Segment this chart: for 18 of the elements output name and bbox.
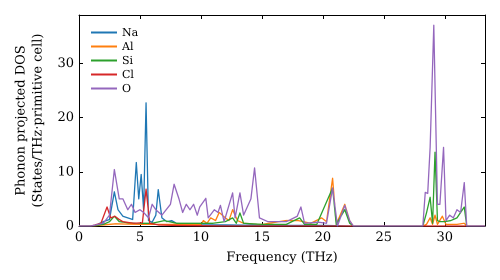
- x-tick-label: 0: [74, 230, 84, 245]
- x-axis-title: Frequency (THz): [226, 250, 338, 265]
- legend-label: Si: [122, 54, 134, 67]
- x-tick-label: 5: [136, 230, 144, 245]
- legend-label: Al: [121, 40, 134, 53]
- legend-label: Na: [122, 26, 139, 39]
- x-tick-label: 20: [314, 230, 332, 245]
- x-tick-label: 30: [436, 230, 454, 245]
- y-tick-label: 30: [57, 56, 74, 71]
- y-tick-label: 20: [57, 110, 74, 126]
- x-tick-label: 25: [376, 230, 392, 245]
- legend-label: Cl: [122, 68, 134, 81]
- legend-label: O: [122, 82, 132, 95]
- y-tick-label: 0: [66, 218, 74, 234]
- y-axis-title: Phonon projected DOS (States/THz·primitive cell): [14, 33, 46, 208]
- x-tick-label: 10: [192, 230, 210, 245]
- x-tick-label: 15: [254, 230, 270, 245]
- y-tick-label: 10: [57, 164, 74, 180]
